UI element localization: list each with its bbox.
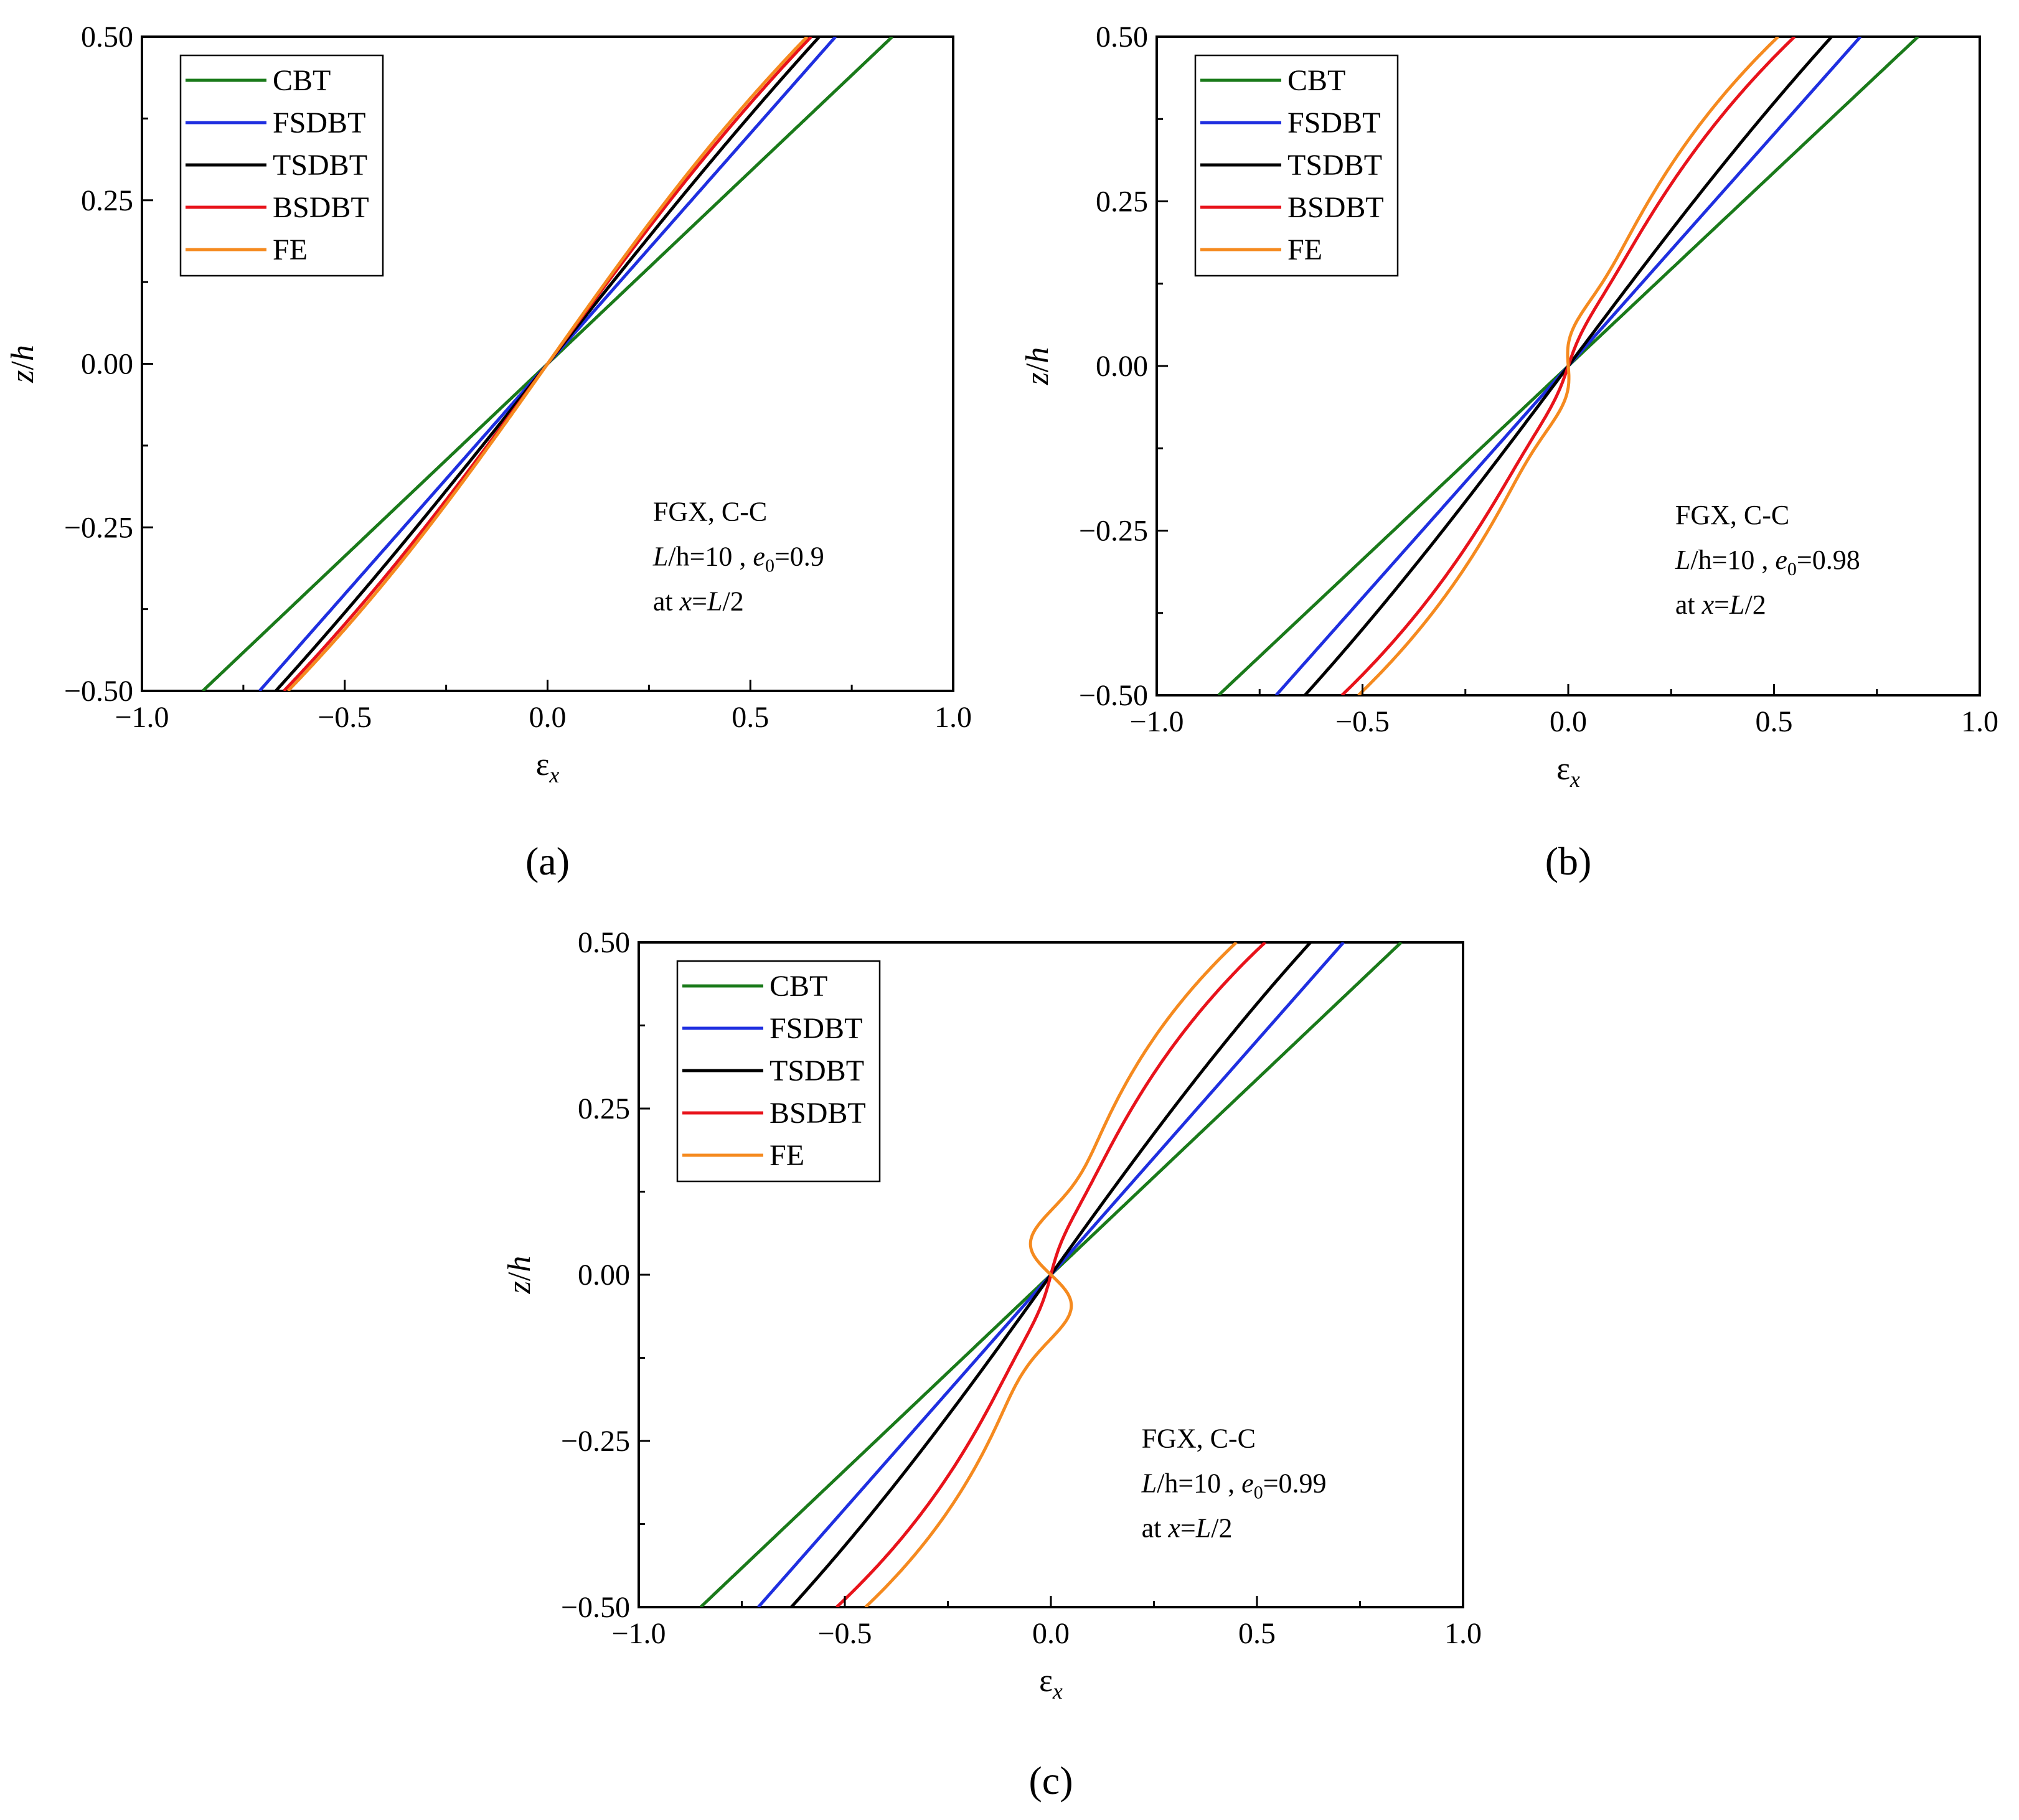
x-tick-label: −0.5 xyxy=(1335,705,1390,738)
y-tick-label: 0.00 xyxy=(1096,350,1148,383)
series-group xyxy=(1217,37,1919,695)
x-tick-label: 0.0 xyxy=(1550,705,1587,738)
annotation: FGX, C-C L/h=10 , e0=0.9 at x=L/2 xyxy=(652,497,824,617)
annotation-line-3: at x=L/2 xyxy=(1142,1513,1233,1544)
tick-group: −1.0 −0.5 0.0 0.5 1.0 −0.50 −0.25 0.00 0.25 0.50 xyxy=(1079,21,1998,738)
legend-label-tsdbt: TSDBT xyxy=(273,149,367,182)
y-axis-title: z/h xyxy=(5,345,40,383)
legend-label-bsdbt: BSDBT xyxy=(1287,191,1384,224)
annotation-line-3: at x=L/2 xyxy=(1675,589,1766,620)
x-tick-label: 0.5 xyxy=(1238,1617,1276,1650)
y-tick-label: −0.25 xyxy=(64,511,133,544)
annotation-line-1: FGX, C-C xyxy=(1675,500,1789,530)
legend-label-tsdbt: TSDBT xyxy=(769,1054,864,1087)
legend-label-cbt: CBT xyxy=(1287,64,1345,97)
panel-label: (a) xyxy=(525,839,570,883)
annotation: FGX, C-C L/h=10 , e0=0.98 at x=L/2 xyxy=(1675,500,1860,620)
panel-a: −1.0 −0.5 0.0 0.5 1.0−0.50−0.250.000.250.50 … xyxy=(5,21,972,883)
legend-label-cbt: CBT xyxy=(273,64,331,97)
y-tick-label: 0.50 xyxy=(1096,21,1148,54)
y-tick-label: −0.50 xyxy=(561,1591,630,1624)
panel-c: −1.0 −0.5 0.0 0.5 1.0−0.50−0.250.000.250.50 … xyxy=(502,926,1482,1803)
legend-label-fe: FE xyxy=(769,1139,804,1172)
x-axis-title: εx xyxy=(536,747,560,787)
series-line-fe xyxy=(864,942,1238,1607)
annotation-line-1: FGX, C-C xyxy=(653,497,767,527)
legend-label-cbt: CBT xyxy=(769,970,827,1003)
legend-label-fe: FE xyxy=(1287,233,1322,266)
x-tick-label: 0.0 xyxy=(1032,1617,1070,1650)
series-line-fe xyxy=(1357,37,1779,695)
x-tick-label: 1.0 xyxy=(1961,705,1998,738)
y-tick-label: 0.50 xyxy=(578,926,630,959)
y-tick-label: 0.25 xyxy=(1096,185,1148,218)
x-tick-label: −0.5 xyxy=(318,701,372,734)
panel-label: (b) xyxy=(1545,839,1592,883)
annotation-line-2: L/h=10 , e0=0.99 xyxy=(1141,1468,1327,1503)
x-tick-label: 1.0 xyxy=(1444,1617,1482,1650)
y-tick-label: 0.50 xyxy=(81,21,133,54)
annotation-line-1: FGX, C-C xyxy=(1142,1424,1256,1454)
legend-label-fsdbt: FSDBT xyxy=(273,106,365,139)
panel-b: −1.0 −0.5 0.0 0.5 1.0−0.50−0.250.000.250.50 … xyxy=(1020,21,1998,883)
y-tick-label: 0.25 xyxy=(578,1092,630,1125)
y-tick-label: −0.25 xyxy=(561,1425,630,1458)
annotation-line-3: at x=L/2 xyxy=(653,586,744,617)
series-line-fe xyxy=(286,37,809,691)
series-group xyxy=(201,37,894,691)
legend[interactable]: CBT FSDBT TSDBT BSDBT FE xyxy=(676,960,881,1183)
y-axis-title: z/h xyxy=(502,1256,537,1295)
legend-label-fsdbt: FSDBT xyxy=(769,1012,862,1045)
y-tick-label: 0.00 xyxy=(81,348,133,381)
x-tick-label: −1.0 xyxy=(611,1617,666,1650)
x-axis-title: εx xyxy=(1039,1663,1063,1704)
y-tick-label: 0.25 xyxy=(81,184,133,217)
annotation: FGX, C-C L/h=10 , e0=0.99 at x=L/2 xyxy=(1141,1424,1327,1544)
legend-label-fsdbt: FSDBT xyxy=(1287,106,1380,139)
x-tick-label: 0.5 xyxy=(1756,705,1793,738)
x-tick-label: −1.0 xyxy=(115,701,169,734)
y-tick-label: 0.00 xyxy=(578,1259,630,1292)
x-tick-label: 1.0 xyxy=(934,701,972,734)
y-tick-label: −0.50 xyxy=(64,675,133,708)
legend-label-fe: FE xyxy=(273,233,308,266)
y-tick-label: −0.50 xyxy=(1079,679,1148,712)
legend-label-bsdbt: BSDBT xyxy=(273,191,369,224)
series-group xyxy=(699,942,1403,1607)
legend[interactable]: CBT FSDBT TSDBT BSDBT FE xyxy=(1194,54,1399,277)
x-axis-title: εx xyxy=(1556,751,1580,792)
legend-label-bsdbt: BSDBT xyxy=(769,1097,866,1130)
x-tick-label: −1.0 xyxy=(1129,705,1184,738)
annotation-line-2: L/h=10 , e0=0.9 xyxy=(652,542,824,576)
tick-group: −1.0 −0.5 0.0 0.5 1.0 −0.50 −0.25 0.00 0.25 0.50 xyxy=(64,21,972,734)
x-tick-label: 0.5 xyxy=(732,701,769,734)
legend[interactable]: CBT FSDBT TSDBT BSDBT FE xyxy=(179,54,384,277)
annotation-line-2: L/h=10 , e0=0.98 xyxy=(1675,545,1860,579)
y-tick-label: −0.25 xyxy=(1079,515,1148,548)
panel-label: (c) xyxy=(1028,1758,1073,1803)
y-axis-title: z/h xyxy=(1020,347,1055,386)
x-tick-label: 0.0 xyxy=(529,701,567,734)
tick-group: −1.0 −0.5 0.0 0.5 1.0 −0.50 −0.25 0.00 0.25 0.50 xyxy=(561,926,1482,1650)
legend-label-tsdbt: TSDBT xyxy=(1287,149,1382,182)
x-tick-label: −0.5 xyxy=(817,1617,872,1650)
